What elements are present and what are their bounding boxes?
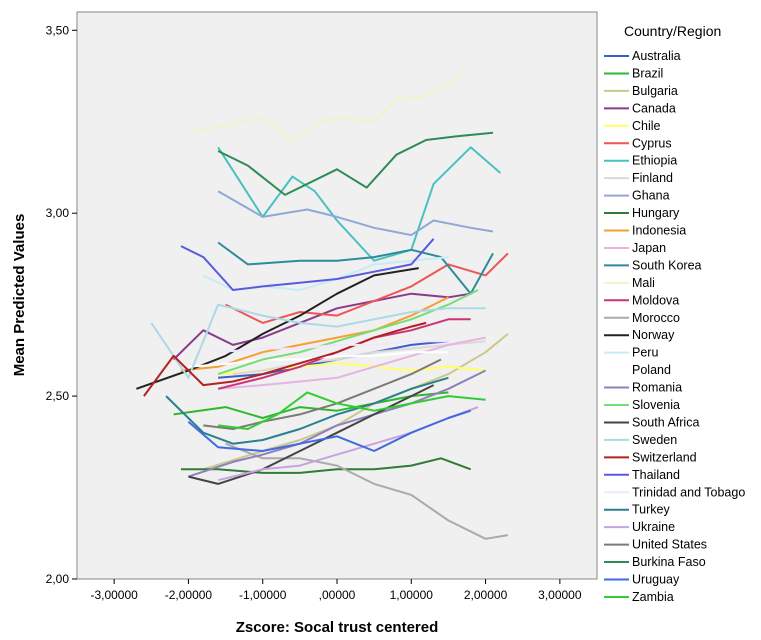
legend-label: Morocco <box>632 311 680 325</box>
series-line-trinidad-and-tobago <box>218 340 449 354</box>
x-tick-label: 1,00000 <box>390 588 434 602</box>
x-axis-ticks: -3,00000 -2,00000 -1,00000 ,00000 1,00000 2,0… <box>90 579 582 602</box>
legend-label: Trinidad and Tobago <box>632 485 745 499</box>
legend-label: Chile <box>632 119 661 133</box>
legend-label: Finland <box>632 171 673 185</box>
legend-label: Ghana <box>632 189 670 203</box>
series-line-zambia <box>217 391 486 430</box>
legend-label: South Korea <box>632 258 702 272</box>
y-tick-label: 2,00 <box>46 572 70 586</box>
legend-label: South Africa <box>632 415 699 429</box>
y-tick-label: 3,50 <box>46 23 70 37</box>
series-line-ghana <box>217 190 494 237</box>
series-line-ethiopia <box>217 146 502 262</box>
legend: Australia Brazil Bulgaria Canada Chile Cyprus… <box>604 49 745 604</box>
legend-label: Bulgaria <box>632 84 678 98</box>
legend-label: Canada <box>632 101 676 115</box>
legend-label: Norway <box>632 328 675 342</box>
y-axis-ticks: 2,00 2,50 3,00 3,50 <box>46 23 77 586</box>
x-tick-label: 2,00000 <box>464 588 508 602</box>
legend-label: United States <box>632 538 707 552</box>
series-line-slovenia <box>217 289 479 376</box>
y-tick-label: 3,00 <box>46 206 70 220</box>
legend-label: Brazil <box>632 66 663 80</box>
plot-area <box>76 11 598 580</box>
legend-label: Switzerland <box>632 450 697 464</box>
series-line-sweden <box>150 303 486 379</box>
legend-label: Hungary <box>632 206 680 220</box>
series-line-south-korea <box>217 241 494 295</box>
series-line-mali <box>188 73 464 141</box>
x-tick-label: ,00000 <box>319 588 356 602</box>
series-line-canada <box>172 292 471 361</box>
legend-label: Mali <box>632 276 655 290</box>
legend-label: Peru <box>632 346 658 360</box>
legend-label: Thailand <box>632 468 680 482</box>
y-tick-label: 2,50 <box>46 389 70 403</box>
legend-label: Ukraine <box>632 520 675 534</box>
series-line-turkey <box>165 376 449 445</box>
legend-label: Poland <box>632 363 671 377</box>
legend-label: Slovenia <box>632 398 680 412</box>
series-line-morocco <box>225 442 509 540</box>
series-line-cyprus <box>225 252 509 324</box>
series-layer <box>136 73 509 540</box>
x-tick-label: -2,00000 <box>165 588 213 602</box>
legend-label: Zambia <box>632 590 674 604</box>
legend-label: Ethiopia <box>632 154 677 168</box>
x-tick-label: 3,00000 <box>538 588 582 602</box>
series-line-norway <box>136 267 419 390</box>
series-line-thailand <box>180 238 435 291</box>
legend-label: Sweden <box>632 433 677 447</box>
legend-label: Romania <box>632 381 682 395</box>
legend-label: Cyprus <box>632 136 672 150</box>
series-line-japan <box>218 336 486 390</box>
series-line-hungary <box>181 457 472 474</box>
series-line-switzerland <box>143 321 427 397</box>
legend-label: Turkey <box>632 503 670 517</box>
series-line-south-africa <box>188 384 435 485</box>
legend-label: Indonesia <box>632 224 686 238</box>
legend-title: Country/Region <box>624 23 721 39</box>
series-line-uruguay <box>187 409 472 452</box>
x-axis-title: Zscore: Socal trust centered <box>236 619 439 636</box>
legend-label: Uruguay <box>632 573 680 587</box>
legend-label: Australia <box>632 49 681 63</box>
legend-label: Burkina Faso <box>632 555 706 569</box>
series-line-burkina-faso <box>217 131 494 196</box>
x-tick-label: -3,00000 <box>90 588 138 602</box>
legend-label: Moldova <box>632 293 679 307</box>
legend-label: Japan <box>632 241 666 255</box>
series-line-romania <box>188 369 487 478</box>
x-tick-label: -1,00000 <box>239 588 287 602</box>
y-axis-title: Mean Predicted Values <box>11 214 28 377</box>
